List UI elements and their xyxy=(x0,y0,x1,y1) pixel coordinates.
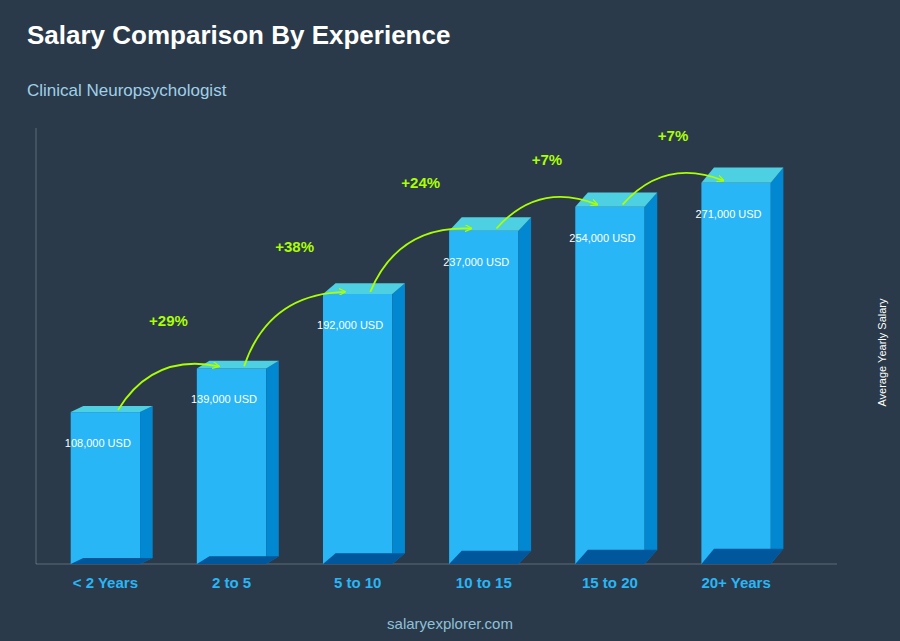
bar-base xyxy=(449,551,531,564)
bar-group xyxy=(197,361,279,564)
change-label: +24% xyxy=(401,174,440,191)
bar-top xyxy=(575,192,657,206)
bar-base xyxy=(323,553,405,564)
chart-root: Salary Comparison By Experience Clinical … xyxy=(0,0,900,641)
bar xyxy=(449,231,518,564)
y-axis-label: Average Yearly Salary xyxy=(876,298,888,407)
change-label: +29% xyxy=(149,312,188,329)
x-tick-label: 15 to 20 xyxy=(582,574,638,591)
change-label: +7% xyxy=(658,127,688,144)
data-label: 254,000 USD xyxy=(569,232,635,244)
bar-side xyxy=(140,406,153,564)
bar xyxy=(323,294,392,564)
bar xyxy=(575,207,644,564)
x-tick-label: 20+ Years xyxy=(701,574,770,591)
data-label: 139,000 USD xyxy=(191,393,257,405)
change-label: +7% xyxy=(532,151,562,168)
chart-svg: Salary Comparison By Experience Clinical … xyxy=(0,0,900,641)
bar-side xyxy=(645,192,658,564)
bar-top xyxy=(701,168,783,183)
change-arrow xyxy=(496,197,597,229)
bar-base xyxy=(197,556,279,564)
bar-group xyxy=(449,217,531,564)
change-arrow xyxy=(118,364,219,410)
watermark: salaryexplorer.com xyxy=(387,615,513,632)
x-tick-label: 10 to 15 xyxy=(456,574,512,591)
bar-base xyxy=(575,550,657,564)
bar-side xyxy=(771,168,784,564)
bar-side xyxy=(518,217,531,564)
bar xyxy=(701,183,770,564)
data-label: 271,000 USD xyxy=(695,208,761,220)
y-axis-line xyxy=(36,128,37,564)
data-label: 108,000 USD xyxy=(65,437,131,449)
background xyxy=(0,0,900,641)
x-tick-label: 2 to 5 xyxy=(212,574,251,591)
bar-base xyxy=(71,558,153,564)
subtitle: Clinical Neuropsychologist xyxy=(27,81,227,100)
bar-side xyxy=(266,361,279,564)
bar-side xyxy=(392,283,405,564)
bar-base xyxy=(701,549,783,564)
bar-group xyxy=(71,406,153,564)
bar xyxy=(71,412,140,564)
data-label: 237,000 USD xyxy=(443,256,509,268)
x-tick-label: < 2 Years xyxy=(73,574,138,591)
change-label: +38% xyxy=(275,238,314,255)
bar-top xyxy=(71,406,153,412)
change-arrow xyxy=(623,173,724,205)
change-arrow xyxy=(244,292,345,367)
change-arrow xyxy=(370,228,471,291)
data-label: 192,000 USD xyxy=(317,319,383,331)
x-tick-label: 5 to 10 xyxy=(334,574,382,591)
bar-group xyxy=(701,168,783,564)
bars xyxy=(71,168,784,564)
bar-group xyxy=(575,192,657,564)
title: Salary Comparison By Experience xyxy=(27,20,450,50)
